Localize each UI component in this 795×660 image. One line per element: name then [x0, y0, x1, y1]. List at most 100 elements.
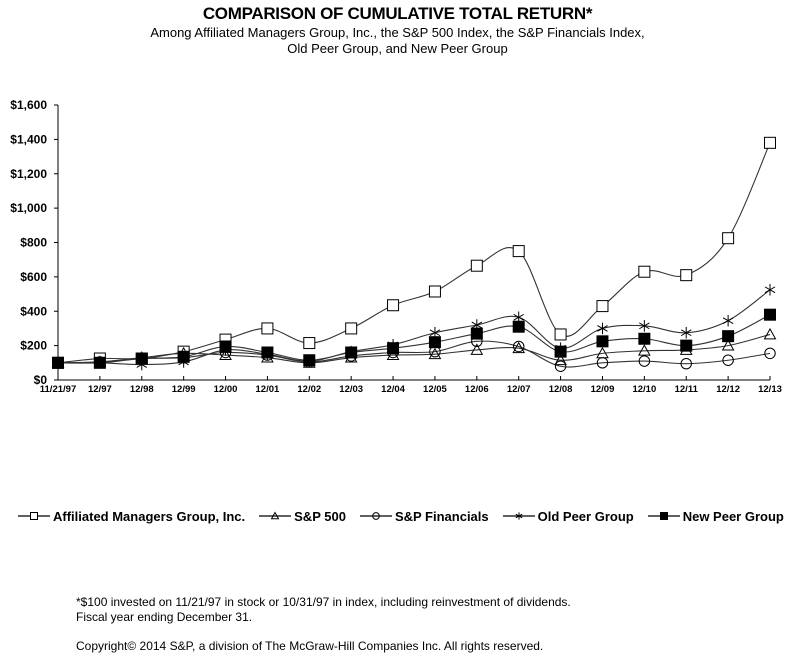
x-tick-label: 12/09	[591, 384, 615, 395]
data-point-affiliated-managers-group-inc	[554, 328, 567, 341]
x-tick-label: 12/05	[423, 384, 447, 395]
y-tick-label: $600	[20, 270, 47, 284]
x-tick-label: 12/99	[172, 384, 196, 395]
x-tick-label: 12/01	[256, 384, 280, 395]
y-tick-label: $1,400	[10, 132, 47, 146]
legend-marker-asterisk-icon	[502, 512, 535, 520]
data-point-affiliated-managers-group-inc	[638, 265, 651, 278]
data-point-old-peer-group	[764, 283, 776, 296]
data-point-affiliated-managers-group-inc	[512, 245, 525, 258]
data-point-s-p-financials	[596, 357, 609, 369]
data-point-s-p-financials	[722, 354, 734, 366]
legend-marker	[515, 512, 523, 520]
data-point-s-p-500	[428, 347, 442, 360]
x-tick-label: 12/10	[632, 384, 656, 395]
legend-marker-filled-square-icon	[647, 512, 680, 520]
legend-label: S&P Financials	[394, 508, 489, 524]
data-point-new-peer-group	[52, 356, 64, 369]
data-point-new-peer-group	[470, 327, 483, 340]
legend-label: S&P 500	[294, 508, 346, 524]
data-point-s-p-500	[512, 341, 526, 354]
legend: Affiliated Managers Group, Inc. S&P 500 S&…	[18, 506, 795, 526]
data-point-s-p-500	[470, 343, 484, 355]
y-tick-label: $0	[34, 373, 48, 387]
x-tick-label: 11/21/97	[40, 384, 76, 395]
data-point-s-p-financials	[638, 355, 651, 367]
x-tick-label: 12/98	[130, 384, 154, 395]
x-tick-label: 12/07	[507, 384, 531, 395]
data-point-s-p-financials	[512, 340, 525, 353]
y-tick-label: $800	[20, 236, 47, 250]
data-point-affiliated-managers-group-inc	[428, 285, 441, 298]
line-chart: $0 $200 $400 $600 $800 $1,000 $1,200 $1,400 $1,6…	[10, 98, 782, 395]
x-tick-label: 12/02	[297, 384, 321, 395]
x-tick-label: 12/12	[716, 384, 740, 395]
data-point-new-peer-group	[596, 335, 609, 348]
data-point-affiliated-managers-group-inc	[261, 322, 274, 335]
data-point-s-p-500	[721, 339, 735, 351]
data-point-new-peer-group	[554, 345, 567, 358]
x-tick-label: 12/08	[549, 384, 573, 395]
data-point-affiliated-managers-group-inc	[470, 259, 483, 272]
legend-item-affiliated-managers-group-inc: Affiliated Managers Group, Inc.	[18, 509, 245, 524]
axes: $0 $200 $400 $600 $800 $1,000 $1,200 $1,400 $1,6…	[10, 98, 782, 395]
x-tick-label: 12/00	[214, 384, 238, 395]
data-point-old-peer-group	[680, 326, 692, 339]
series-markers	[51, 136, 777, 372]
legend-label: Old Peer Group	[537, 508, 634, 524]
y-tick-label: $400	[20, 304, 47, 318]
data-point-affiliated-managers-group-inc	[764, 136, 776, 149]
chart-subtitle-line-2: Old Peer Group, and New Peer Group	[287, 41, 508, 56]
legend-item-old-peer-group: Old Peer Group	[502, 508, 634, 524]
data-point-affiliated-managers-group-inc	[596, 300, 609, 313]
data-point-affiliated-managers-group-inc	[722, 232, 735, 245]
y-tick-label: $1,600	[10, 98, 47, 112]
data-point-s-p-financials	[764, 347, 776, 360]
chart-subtitle-line-1: Among Affiliated Managers Group, Inc., t…	[150, 25, 645, 40]
data-point-old-peer-group	[639, 320, 650, 332]
data-point-new-peer-group	[261, 346, 274, 359]
data-point-new-peer-group	[219, 340, 232, 353]
legend-marker-open-triangle-icon	[259, 511, 292, 520]
data-point-old-peer-group	[722, 314, 734, 327]
legend-marker-open-square-icon	[18, 512, 50, 520]
x-tick-label: 12/97	[88, 384, 112, 395]
data-point-new-peer-group	[512, 320, 525, 333]
legend-marker	[30, 512, 38, 520]
legend-item-new-peer-group: New Peer Group	[647, 508, 784, 524]
data-point-new-peer-group	[135, 352, 148, 365]
series-line-old-peer-group	[57, 289, 771, 366]
x-tick-label: 12/11	[675, 384, 699, 395]
legend-item-s-p-500: S&P 500	[259, 509, 346, 524]
data-point-new-peer-group	[93, 356, 106, 369]
legend-label: Affiliated Managers Group, Inc.	[53, 508, 246, 524]
data-point-s-p-financials	[680, 357, 692, 370]
data-point-new-peer-group	[722, 330, 735, 343]
y-tick-label: $200	[20, 339, 47, 353]
legend-marker	[270, 511, 280, 520]
data-point-s-p-500	[554, 353, 567, 366]
data-point-affiliated-managers-group-inc	[387, 299, 400, 312]
legend-label: New Peer Group	[682, 508, 784, 524]
data-point-new-peer-group	[764, 308, 776, 321]
data-point-s-p-500	[386, 348, 400, 360]
data-point-new-peer-group	[177, 350, 190, 363]
data-point-new-peer-group	[428, 336, 441, 349]
copyright-notice: Copyright© 2014 S&P, a division of The M…	[76, 639, 544, 653]
legend-marker-open-circle-icon	[359, 512, 392, 520]
data-point-s-p-500	[219, 348, 232, 360]
y-tick-label: $1,200	[10, 167, 47, 181]
data-point-new-peer-group	[345, 346, 358, 359]
data-point-affiliated-managers-group-inc	[680, 269, 693, 282]
data-point-s-p-500	[763, 327, 777, 340]
legend-marker	[659, 512, 668, 520]
x-tick-label: 12/03	[339, 384, 363, 395]
data-point-new-peer-group	[638, 332, 651, 345]
footnote-investment: *$100 invested on 11/21/97 in stock or 1…	[76, 595, 571, 609]
data-point-affiliated-managers-group-inc	[303, 337, 316, 350]
legend-item-s-p-financials: S&P Financials	[359, 508, 489, 524]
data-point-affiliated-managers-group-inc	[345, 322, 358, 335]
data-point-new-peer-group	[303, 354, 316, 367]
data-point-s-p-500	[638, 344, 651, 356]
x-tick-label: 12/06	[465, 384, 489, 395]
